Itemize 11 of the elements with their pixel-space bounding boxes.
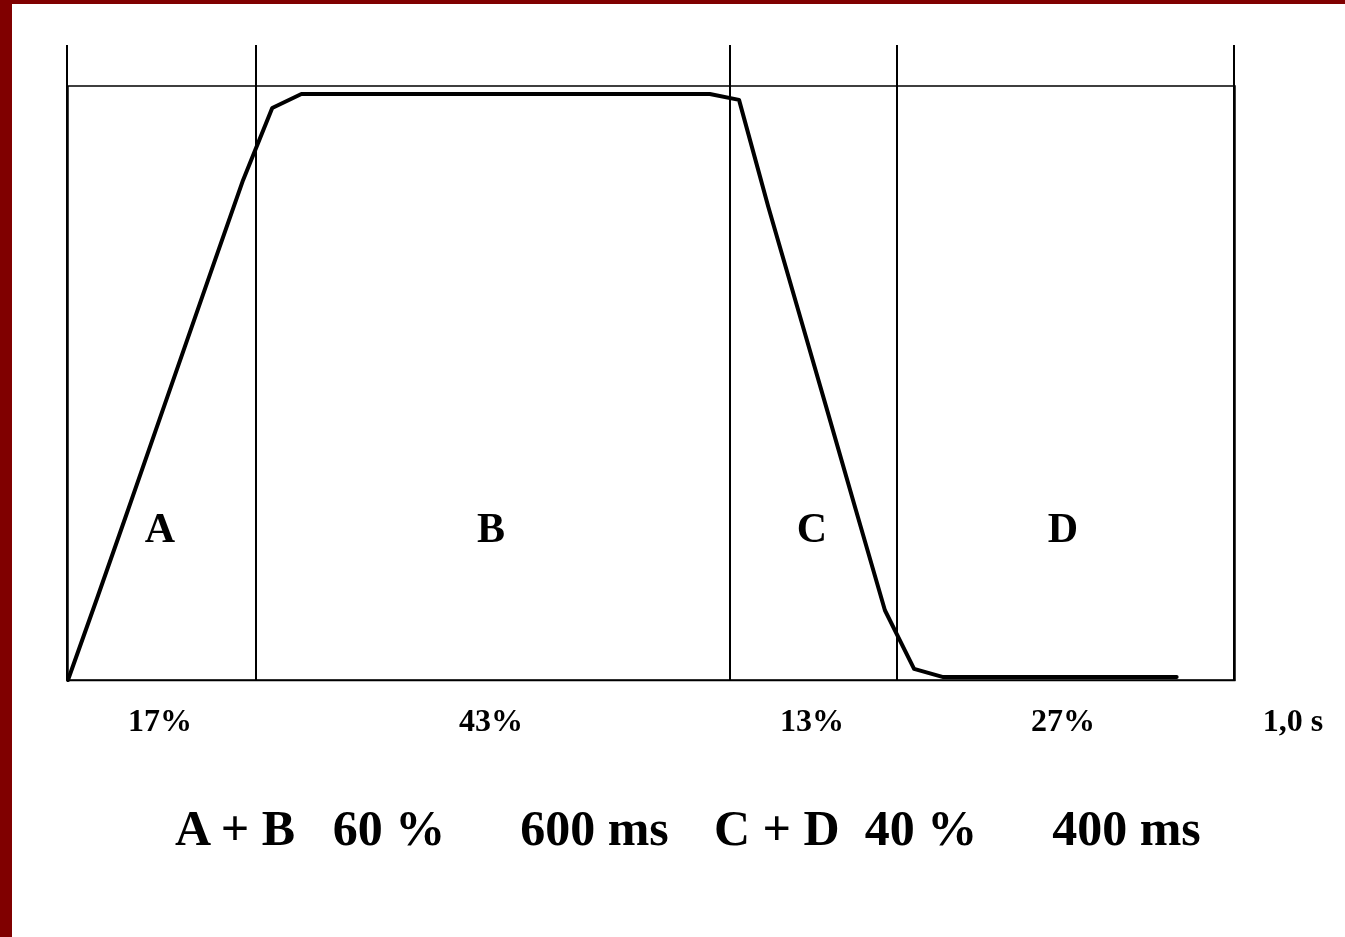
- text: C + D 40 % 400 ms: [714, 799, 1201, 857]
- text: 1,0 s: [1262, 701, 1324, 739]
- text: A + B 60 % 600 ms: [175, 799, 669, 857]
- annotation: D: [1047, 504, 1079, 552]
- text: 13%: [780, 701, 844, 739]
- text: 27%: [1031, 701, 1095, 739]
- annotation: C: [796, 504, 828, 552]
- annotation: B: [476, 504, 506, 552]
- text: 17%: [128, 701, 192, 739]
- annotation: A: [144, 504, 176, 552]
- text: 43%: [459, 701, 523, 739]
